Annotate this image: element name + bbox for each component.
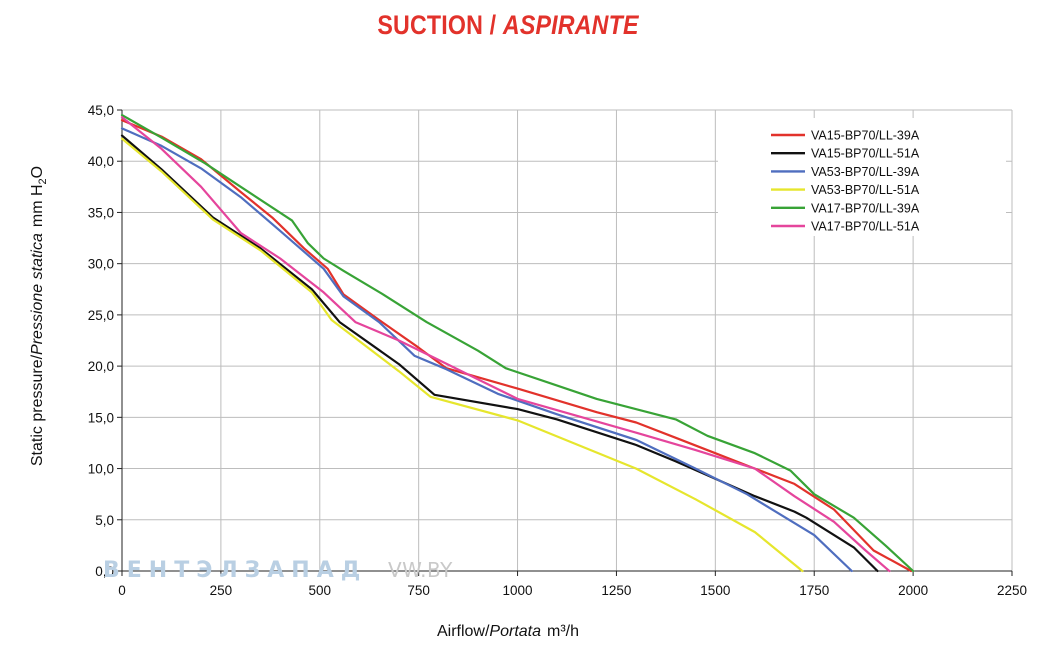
x-axis-title-unit: m³/h	[547, 623, 579, 640]
x-tick-label: 1250	[601, 583, 631, 598]
y-axis-title-italic: Pressione statica	[29, 233, 46, 355]
y-tick-label: 10,0	[88, 462, 114, 477]
watermark-site: VW.BY	[388, 558, 453, 582]
legend-box	[718, 118, 1006, 236]
x-tick-labels: 0 250 500 750 1000 1250 1500 1750 2000 2250	[118, 571, 1027, 598]
series-line-3	[120, 127, 853, 573]
y-tick-label: 45,0	[88, 103, 114, 118]
chart-title: SUCTION / ASPIRANTE	[71, 10, 945, 41]
x-tick-label: 1750	[799, 583, 829, 598]
legend: VA15-BP70/LL-39A VA15-BP70/LL-51A VA53-BP7…	[718, 118, 1006, 236]
legend-label: VA15-BP70/LL-39A	[811, 129, 920, 143]
series-line-2	[120, 134, 879, 573]
watermark: ВЕНТЭЛЗАПАД VW.BY	[103, 558, 453, 583]
watermark-main-text: ВЕНТЭЛЗАПАД	[103, 558, 367, 583]
series-lines	[120, 113, 915, 573]
x-tick-label: 500	[309, 583, 332, 598]
x-axis-title-italic: Portata	[489, 623, 541, 640]
x-tick-label: 250	[210, 583, 233, 598]
y-tick-label: 15,0	[88, 410, 114, 425]
y-tick-label: 0,0	[95, 564, 114, 579]
watermark-main: ВЕНТЭЛЗАПАД	[103, 558, 367, 583]
x-tick-label: 750	[407, 583, 430, 598]
y-tick-label: 5,0	[95, 513, 114, 528]
y-axis-title-unit-end: O	[29, 166, 46, 178]
y-tick-label: 25,0	[88, 308, 114, 323]
x-tick-label: 1000	[503, 583, 533, 598]
x-tick-label: 0	[118, 583, 126, 598]
chart-title-italic: ASPIRANTE	[502, 10, 639, 40]
legend-label: VA53-BP70/LL-51A	[811, 183, 920, 197]
y-axis-title-main: Static pressure/	[29, 354, 46, 466]
x-tick-label: 2000	[898, 583, 928, 598]
legend-label: VA17-BP70/LL-39A	[811, 201, 920, 215]
y-tick-label: 30,0	[88, 257, 114, 272]
series-line-6	[120, 116, 891, 573]
legend-label: VA17-BP70/LL-51A	[811, 220, 920, 234]
series-line-4	[120, 137, 804, 573]
chart-title-main: SUCTION /	[377, 10, 503, 40]
y-axis-title: Static pressure/Pressione statica mm H2O	[29, 166, 49, 466]
x-axis-title: Airflow/Portata m³/h	[437, 623, 579, 640]
y-axis-title-unit-sub: 2	[37, 178, 49, 184]
y-tick-label: 20,0	[88, 359, 114, 374]
x-tick-label: 2250	[997, 583, 1027, 598]
y-tick-label: 35,0	[88, 205, 114, 220]
series-line-5	[120, 113, 915, 573]
x-tick-label: 1500	[700, 583, 730, 598]
legend-label: VA15-BP70/LL-51A	[811, 147, 920, 161]
axes	[121, 110, 1012, 572]
y-tick-labels: 0,0 5,0 10,0 15,0 20,0 25,0 30,0 35,0 40,0 45,0	[88, 103, 122, 579]
y-axis-title-unit: mm H	[29, 184, 46, 227]
y-tick-label: 40,0	[88, 154, 114, 169]
legend-label: VA53-BP70/LL-39A	[811, 165, 920, 179]
x-axis-title-main: Airflow/	[437, 623, 490, 640]
